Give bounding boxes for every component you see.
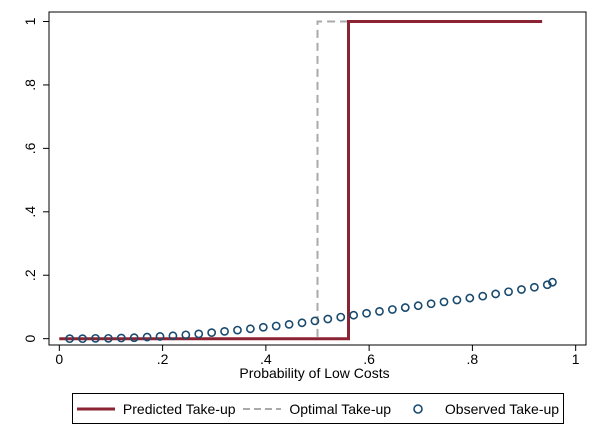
observed-point [349, 310, 359, 320]
observed-point [336, 312, 346, 322]
x-axis-title: Probability of Low Costs [239, 365, 389, 381]
observed-point [323, 314, 333, 324]
legend-swatch-predicted [76, 407, 115, 410]
observed-point [375, 306, 384, 316]
observed-point [413, 301, 423, 311]
legend-label-observed: Observed Take-up [444, 400, 560, 417]
observed-point [233, 325, 242, 335]
observed-point [271, 321, 281, 331]
x-tick-label: 1 [572, 351, 580, 367]
y-tick-label: .8 [22, 79, 38, 91]
observed-point [362, 308, 371, 318]
legend-swatch-optimal [243, 407, 282, 410]
observed-point [548, 277, 557, 287]
y-tick-label: 0 [22, 335, 38, 343]
observed-point [504, 287, 513, 297]
y-tick-label: .6 [22, 142, 38, 154]
legend-item-observed: Observed Take-up [399, 401, 559, 417]
observed-point [155, 332, 165, 341]
observed-point [426, 299, 436, 309]
observed-point [310, 316, 320, 326]
legend-swatch-observed [413, 403, 423, 414]
observed-point [478, 291, 488, 301]
x-tick-label: .2 [157, 351, 169, 367]
series-line-predicted [59, 20, 543, 341]
observed-point [452, 295, 462, 305]
observed-point [220, 326, 229, 336]
observed-point [207, 328, 217, 338]
observed-point [91, 333, 100, 343]
observed-point [517, 285, 526, 294]
observed-point [65, 334, 75, 344]
y-tick-label: .4 [22, 206, 38, 218]
observed-point [142, 332, 152, 342]
x-tick-label: .8 [467, 351, 479, 367]
legend: Predicted Take-up Optimal Take-up Observ… [72, 393, 564, 424]
legend-label-predicted: Predicted Take-up [122, 400, 236, 417]
x-tick-label: .6 [363, 351, 375, 367]
series-line-optimal [59, 20, 543, 340]
observed-point [297, 318, 307, 328]
observed-point [439, 297, 449, 307]
y-tick-label: .2 [22, 269, 38, 281]
x-tick-label: 0 [55, 351, 63, 367]
observed-point [491, 289, 501, 299]
observed-point [284, 319, 294, 329]
legend-label-optimal: Optimal Take-up [289, 400, 392, 417]
observed-point [529, 282, 539, 292]
observed-point [116, 333, 126, 343]
observed-point [400, 303, 410, 312]
legend-item-optimal: Optimal Take-up [243, 401, 391, 417]
legend-item-predicted: Predicted Take-up [76, 400, 236, 417]
observed-point [168, 331, 178, 341]
observed-point [258, 322, 268, 332]
observed-point [465, 293, 475, 303]
observed-point [129, 333, 139, 343]
observed-point [387, 305, 397, 314]
observed-point [181, 330, 191, 340]
x-tick-label: .4 [260, 351, 272, 367]
observed-point [103, 333, 113, 343]
observed-point [78, 334, 87, 344]
observed-point [245, 324, 255, 334]
y-tick-label: 1 [22, 17, 38, 25]
observed-point [194, 329, 204, 339]
